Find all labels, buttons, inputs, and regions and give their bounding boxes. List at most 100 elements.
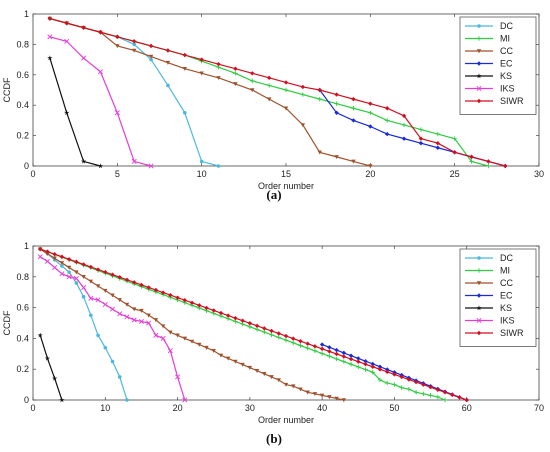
data-point-ec [418,141,424,146]
data-point-cc [341,398,347,403]
data-point-siwr [283,333,289,339]
legend: DC MI CC EC KS IKS SIWR [459,248,537,347]
data-point-siwr [98,30,103,35]
data-point-cc [240,362,245,367]
data-point-ks [52,375,58,381]
x-tick-label: 10 [100,403,110,413]
data-point-siwr [211,308,216,313]
data-point-siwr [406,377,412,382]
data-point-siwr [298,338,303,344]
series-line-ks [39,335,63,401]
y-tick-label: 0.2 [16,364,29,374]
data-point-cc [250,88,255,93]
data-point-siwr [368,101,373,106]
data-point-cc [59,261,65,266]
data-point-siwr [334,351,339,357]
data-point-ks [44,355,51,361]
data-point-cc [312,392,318,397]
data-point-cc [233,359,238,364]
data-point-siwr [450,392,455,398]
y-axis-label: CCDF [2,310,12,335]
data-point-siwr [269,328,274,334]
data-point-iks [114,110,120,116]
data-point-cc [139,308,144,313]
data-point-siwr [334,92,339,97]
data-point-siwr [254,323,260,329]
data-point-iks [81,285,87,291]
data-point-iks [138,318,144,324]
data-point-iks [167,348,173,354]
x-tick-label: 70 [534,403,544,413]
data-point-siwr [469,154,474,160]
data-point-dc [110,359,115,364]
data-point-siwr [124,277,130,282]
y-tick-label: 0.8 [16,272,29,282]
legend-marker-iks [476,85,482,92]
data-point-ec [368,124,373,129]
legend-label-dc: DC [500,253,513,263]
legend-marker-mi [476,36,482,41]
data-point-cc [132,48,137,53]
data-point-mi [421,391,426,397]
data-point-mi [334,356,339,362]
data-point-siwr [59,254,65,259]
data-point-siwr [348,356,354,362]
data-point-cc [300,123,306,128]
data-point-siwr [182,52,187,58]
data-point-siwr [165,48,171,53]
data-point-siwr [115,34,120,39]
data-point-mi [351,106,356,111]
data-point-siwr [66,257,72,262]
series-line-cc [49,17,371,167]
data-point-siwr [452,150,457,155]
legend-label-iks: IKS [500,84,515,94]
data-point-ec [356,356,361,361]
data-point-siwr [385,369,390,375]
data-point-cc [211,348,216,353]
data-point-siwr [64,20,69,26]
data-point-dc [89,313,93,318]
data-point-siwr [146,285,151,290]
legend-marker-cc [476,49,482,54]
data-point-mi [300,92,306,97]
data-point-mi [385,380,390,386]
data-point-siwr [305,341,310,346]
data-point-mi [435,131,440,137]
data-point-cc [182,66,187,71]
data-point-iks [175,374,181,380]
data-point-ec [401,136,407,141]
data-point-ec [363,358,368,364]
data-point-siwr [182,298,187,303]
x-tick-label: 0 [30,403,35,413]
data-point-cc [115,44,120,49]
y-tick-label: 0 [24,395,29,405]
data-point-siwr [413,379,419,385]
data-point-ec [348,353,354,358]
data-point-dc [149,57,153,62]
data-point-siwr [38,246,43,252]
data-point-dc [183,111,187,115]
legend-marker-ec [476,61,482,66]
data-point-cc [175,333,180,338]
data-point-siwr [148,43,154,49]
x-tick-label: 20 [173,403,183,413]
plot-area [32,245,540,401]
data-point-ks [37,332,43,338]
data-point-ec [385,131,390,137]
y-tick-label: 0 [24,161,29,171]
data-point-mi [399,385,404,390]
data-point-cc [225,356,231,361]
data-point-mi [413,390,419,395]
data-point-cc [117,298,122,303]
data-point-cc [124,302,130,307]
data-point-siwr [153,287,159,293]
data-point-siwr [199,57,204,62]
data-point-mi [418,127,424,132]
data-point-siwr [351,96,356,102]
data-point-iks [102,302,108,308]
data-point-siwr [45,249,50,254]
data-point-siwr [204,305,209,311]
legend-marker-ks [476,305,482,311]
data-point-dc [74,281,79,285]
